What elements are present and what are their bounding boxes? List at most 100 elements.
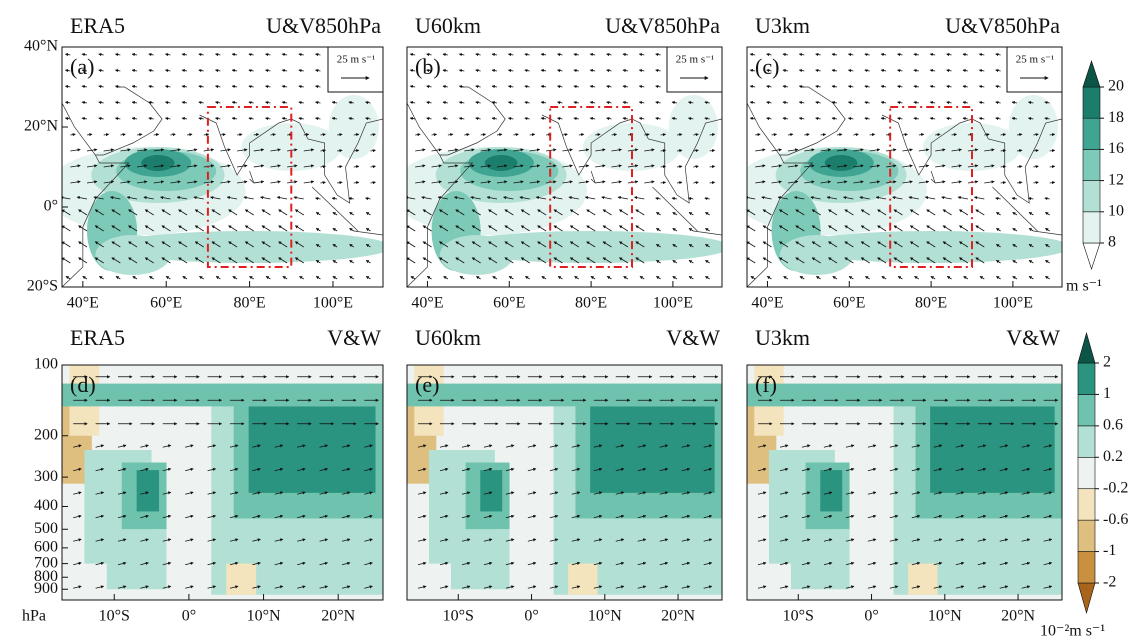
wind-arrow xyxy=(243,196,254,200)
wind-arrow xyxy=(1012,276,1018,280)
wind-arrow xyxy=(187,164,198,168)
wind-arrow xyxy=(546,164,557,168)
wind-arrow xyxy=(349,260,355,264)
wind-arrow xyxy=(265,68,271,73)
y-tick-label: 200 xyxy=(34,426,58,443)
wind-arrow xyxy=(185,585,194,589)
wind-arrow xyxy=(303,164,315,168)
wind-arrow xyxy=(705,212,710,216)
wind-arrow xyxy=(496,133,503,137)
panel-label: (b) xyxy=(415,54,441,79)
wind-arrow xyxy=(828,257,838,264)
wind-arrow xyxy=(853,164,864,168)
wind-arrow xyxy=(73,585,82,589)
wind-arrow xyxy=(573,116,579,121)
wind-arrow xyxy=(70,180,81,184)
wind-arrow xyxy=(513,180,524,184)
wind-arrow xyxy=(117,444,127,448)
wind-arrow xyxy=(164,116,171,121)
wind-arrow xyxy=(120,133,126,137)
wind-arrow xyxy=(78,257,88,264)
wind-arrow xyxy=(95,491,105,495)
wind-arrow xyxy=(153,180,165,184)
wind-arrow xyxy=(162,491,172,495)
wind-arrow xyxy=(149,276,154,280)
panel-title: U3km xyxy=(755,325,810,350)
wind-arrow xyxy=(693,149,699,153)
wind-arrow xyxy=(252,514,261,519)
wind-arrow xyxy=(762,257,772,264)
wind-arrow xyxy=(341,585,351,589)
wind-arrow xyxy=(415,133,421,137)
wind-arrow xyxy=(820,164,832,168)
wind-arrow xyxy=(244,209,254,216)
color-swatch xyxy=(1077,551,1096,584)
shading xyxy=(747,383,1062,407)
wind-arrow xyxy=(161,225,171,232)
x-tick-label: 10°S xyxy=(99,608,130,625)
wind-arrow xyxy=(491,52,498,57)
wind-arrow xyxy=(341,514,351,519)
wind-arrow xyxy=(422,257,432,264)
wind-arrow xyxy=(984,133,990,137)
wind-arrow xyxy=(315,100,321,105)
wind-arrow xyxy=(249,276,254,280)
wind-arrow xyxy=(798,84,805,89)
wind-arrow xyxy=(231,68,238,73)
wind-arrow xyxy=(897,276,903,280)
wind-arrow xyxy=(483,538,493,542)
wind-arrow xyxy=(853,133,859,137)
wind-arrow xyxy=(815,52,821,57)
wind-arrow xyxy=(749,116,756,121)
wind-arrow xyxy=(349,276,355,280)
wind-arrow xyxy=(162,585,172,589)
wind-arrow xyxy=(504,241,514,248)
wind-arrow xyxy=(798,68,805,73)
shading xyxy=(930,406,1055,493)
reference-label: 25 m s⁻¹ xyxy=(1016,54,1054,66)
wind-arrow xyxy=(270,133,276,137)
wind-arrow xyxy=(298,100,304,105)
wind-arrow xyxy=(320,133,326,137)
wind-arrow xyxy=(893,257,903,264)
wind-arrow xyxy=(438,225,449,232)
wind-arrow xyxy=(1028,228,1034,232)
wind-arrow xyxy=(458,84,465,89)
wind-arrow xyxy=(942,241,952,248)
wind-arrow xyxy=(443,276,449,280)
wind-arrow xyxy=(260,196,271,200)
wind-arrow xyxy=(281,100,288,105)
wind-arrow xyxy=(459,276,465,280)
wind-arrow xyxy=(820,180,832,184)
coastline xyxy=(779,86,846,156)
panel-title: U3km xyxy=(755,13,810,38)
wind-arrow xyxy=(569,225,580,232)
wind-arrow xyxy=(364,514,373,519)
wind-arrow xyxy=(62,257,71,264)
wind-arrow xyxy=(946,116,952,121)
wind-arrow xyxy=(553,257,563,264)
wind-arrow xyxy=(918,133,925,137)
wind-arrow xyxy=(611,164,622,168)
shading xyxy=(824,155,858,171)
wind-arrow xyxy=(337,181,343,185)
color-swatch xyxy=(1077,456,1096,490)
wind-arrow xyxy=(464,180,475,184)
wind-arrow xyxy=(557,100,563,105)
wind-arrow xyxy=(622,84,628,89)
wind-arrow xyxy=(162,444,172,448)
wind-arrow xyxy=(655,228,661,232)
wind-arrow xyxy=(914,276,920,280)
wind-arrow xyxy=(422,241,432,248)
wind-arrow xyxy=(176,196,188,200)
wind-arrow xyxy=(958,241,969,248)
wind-arrow xyxy=(557,276,563,280)
color-swatch xyxy=(1077,519,1096,552)
wind-arrow xyxy=(909,257,920,264)
wind-arrow xyxy=(705,244,710,248)
wind-arrow xyxy=(810,196,821,200)
wind-arrow xyxy=(315,68,321,73)
wind-arrow xyxy=(540,52,547,57)
wind-arrow xyxy=(229,514,239,519)
wind-arrow xyxy=(417,585,427,589)
